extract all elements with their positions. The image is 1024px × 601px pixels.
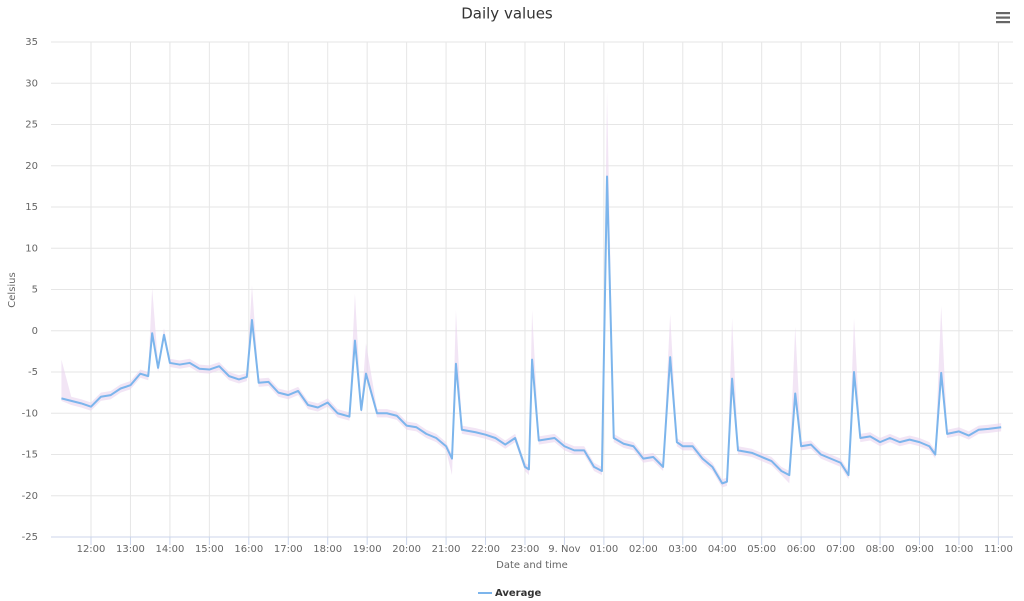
- x-tick-label: 02:00: [629, 544, 658, 555]
- x-tick-label: 06:00: [787, 544, 816, 555]
- y-tick-label: 30: [25, 78, 38, 89]
- y-tick-label: -5: [28, 367, 38, 378]
- y-axis-title: Celsius: [7, 272, 18, 307]
- x-tick-label: 07:00: [826, 544, 855, 555]
- x-tick-label: 04:00: [708, 544, 737, 555]
- range-area: [61, 91, 1002, 488]
- y-tick-label: 0: [32, 326, 38, 337]
- x-tick-label: 08:00: [866, 544, 895, 555]
- y-tick-label: 25: [25, 120, 38, 131]
- x-axis-title: Date and time: [496, 560, 568, 571]
- y-tick-label: 10: [25, 243, 38, 254]
- x-tick-label: 22:00: [471, 544, 500, 555]
- y-tick-label: 20: [25, 161, 38, 172]
- chart-title: Daily values: [461, 5, 553, 23]
- y-tick-label: -15: [22, 450, 38, 461]
- x-tick-label: 19:00: [353, 544, 382, 555]
- menu-bar: [996, 12, 1010, 15]
- x-tick-label: 17:00: [274, 544, 303, 555]
- y-tick-label: -25: [22, 532, 38, 543]
- x-tick-label: 11:00: [984, 544, 1013, 555]
- y-tick-label: 5: [32, 285, 38, 296]
- x-tick-label: 05:00: [747, 544, 776, 555]
- x-tick-label: 9. Nov: [548, 544, 580, 555]
- y-tick-label: -20: [22, 491, 38, 502]
- x-tick-label: 10:00: [945, 544, 974, 555]
- x-tick-label: 16:00: [234, 544, 263, 555]
- menu-bar: [996, 21, 1010, 24]
- y-tick-label: 15: [25, 202, 38, 213]
- x-tick-label: 14:00: [155, 544, 184, 555]
- x-tick-label: 20:00: [392, 544, 421, 555]
- x-tick-label: 23:00: [511, 544, 540, 555]
- legend: Average: [478, 588, 542, 599]
- y-tick-label: 35: [25, 37, 38, 48]
- x-tick-label: 21:00: [432, 544, 461, 555]
- x-tick-label: 03:00: [668, 544, 697, 555]
- x-tick-label: 01:00: [589, 544, 618, 555]
- x-tick-label: 18:00: [313, 544, 342, 555]
- x-tick-label: 15:00: [195, 544, 224, 555]
- x-tick-label: 12:00: [77, 544, 106, 555]
- x-tick-label: 09:00: [905, 544, 934, 555]
- menu-button[interactable]: [996, 12, 1010, 24]
- menu-bar: [996, 16, 1010, 19]
- line-series: [61, 175, 1002, 485]
- y-tick-label: -10: [22, 408, 38, 419]
- legend-label: Average: [495, 588, 542, 599]
- x-tick-label: 13:00: [116, 544, 145, 555]
